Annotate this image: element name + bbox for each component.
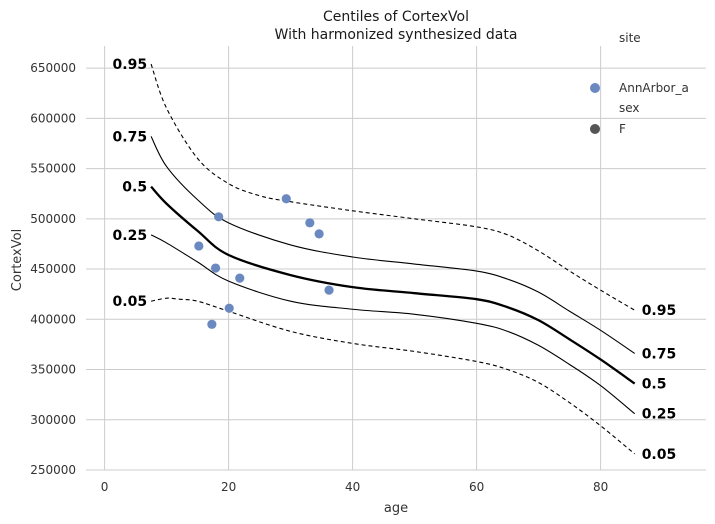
y-tick-label: 400000 — [30, 312, 76, 326]
data-point — [207, 319, 217, 329]
legend-entry-sex: F — [619, 122, 626, 136]
centile-line-0.5 — [150, 185, 636, 385]
x-tick-label: 0 — [101, 480, 109, 494]
legend-entry-site: AnnArbor_a — [619, 81, 689, 95]
grid — [86, 46, 706, 471]
centile-curves — [150, 63, 636, 455]
centile-line-0.75 — [150, 136, 636, 354]
legend: site AnnArbor_a sex F — [590, 31, 689, 136]
x-tick-label: 20 — [221, 480, 236, 494]
chart-title: Centiles of CortexVol — [323, 9, 469, 25]
centile-label-right: 0.25 — [642, 407, 677, 423]
x-tick-label: 80 — [593, 480, 608, 494]
centile-line-0.25 — [150, 234, 636, 415]
centile-line-0.95 — [150, 63, 635, 311]
y-tick-label: 300000 — [30, 413, 76, 427]
data-point — [210, 263, 221, 273]
data-point — [324, 285, 334, 295]
data-point — [214, 212, 224, 222]
y-tick-label: 650000 — [30, 61, 76, 75]
data-point — [314, 229, 324, 239]
x-tick-label: 60 — [469, 480, 484, 494]
y-axis-label: CortexVol — [10, 229, 25, 291]
y-tick-label: 450000 — [30, 262, 76, 276]
centile-label-right: 0.75 — [642, 346, 677, 362]
y-tick-label: 550000 — [30, 162, 76, 176]
legend-marker-site — [590, 83, 600, 93]
data-points — [194, 194, 334, 329]
centile-label-right: 0.05 — [642, 447, 677, 463]
legend-title-sex: sex — [619, 101, 640, 115]
y-tick-label: 250000 — [30, 463, 76, 477]
centile-label-left: 0.75 — [113, 129, 148, 145]
data-point — [235, 273, 245, 283]
centile-labels: 0.05 0.05 0.25 0.25 0.5 0.5 0.75 0.75 0.95 0.95 — [113, 57, 677, 463]
centile-label-left: 0.5 — [122, 180, 147, 196]
legend-title-site: site — [619, 31, 641, 45]
y-tick-label: 500000 — [30, 212, 76, 226]
y-tick-label: 350000 — [30, 363, 76, 377]
x-axis-label: age — [384, 501, 408, 516]
centile-label-left: 0.95 — [113, 57, 148, 73]
x-tick-label: 40 — [345, 480, 360, 494]
y-tick-label: 600000 — [30, 111, 76, 125]
centile-line-0.05 — [150, 297, 636, 455]
centile-label-right: 0.5 — [642, 377, 667, 393]
data-point — [224, 303, 234, 313]
data-point — [281, 194, 291, 204]
legend-marker-sex — [590, 124, 600, 134]
data-point — [194, 241, 204, 251]
data-point — [305, 218, 315, 228]
chart-subtitle: With harmonized synthesized data — [275, 27, 518, 43]
centile-label-left: 0.25 — [113, 228, 148, 244]
centile-label-left: 0.05 — [113, 294, 148, 310]
tick-labels: 0 20 40 60 80 250000 300000 350000 400000 450000 5… — [30, 61, 608, 494]
centile-label-right: 0.95 — [642, 303, 677, 319]
